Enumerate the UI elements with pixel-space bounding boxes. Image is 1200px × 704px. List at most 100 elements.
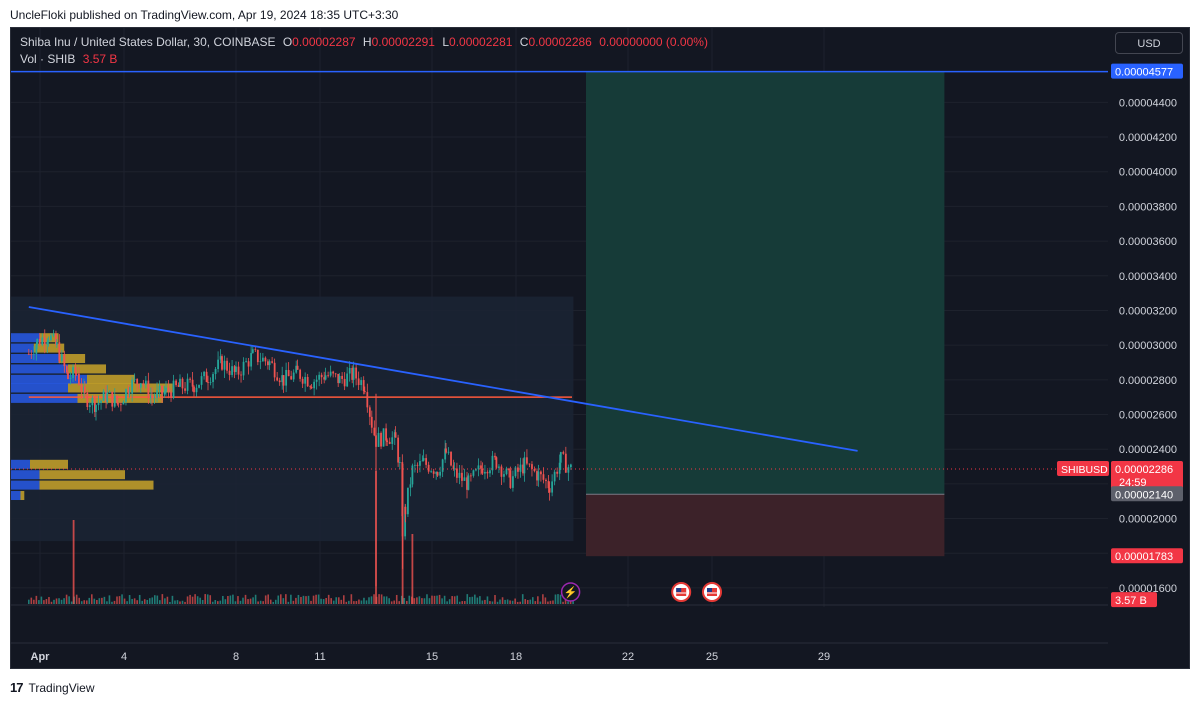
candle-body (453, 468, 456, 470)
candle-body (205, 371, 208, 383)
y-tick-label: 0.00002000 (1119, 514, 1177, 526)
volume-bar (249, 598, 252, 604)
candle-body (309, 386, 312, 388)
volume-bar (85, 600, 88, 604)
volume-bar (58, 598, 60, 604)
candle-body (388, 441, 391, 444)
lightning-icon[interactable] (560, 582, 581, 602)
volume-bar (370, 596, 373, 604)
price-axis-label: 0.00004577 (1115, 67, 1173, 79)
position-stop-zone[interactable] (586, 494, 945, 557)
volume-bar (35, 595, 38, 604)
y-tick-label: 0.00001600 (1119, 583, 1177, 595)
candle-body (373, 427, 376, 436)
tradingview-logo-icon: 17 (10, 680, 24, 695)
volume-bar (113, 600, 116, 604)
candle-body (108, 391, 111, 393)
candle-body (528, 463, 531, 465)
volume-bar (78, 597, 80, 604)
candle-body (494, 455, 496, 458)
countdown-label: 24:59 (1119, 477, 1147, 489)
candle-body (531, 464, 533, 470)
volume-bar (194, 594, 196, 604)
volume-bar (227, 596, 229, 604)
symbol-title[interactable]: Shiba Inu / United States Dollar, 30, CO… (20, 35, 276, 49)
candle-body (427, 464, 430, 472)
volume-profile-down-bar (30, 459, 68, 469)
volume-bar (33, 599, 35, 604)
candle-body (102, 391, 105, 401)
candle-body (58, 342, 61, 362)
candle-body (242, 361, 245, 376)
candle-body (117, 403, 120, 405)
volume-bar (335, 597, 338, 604)
candle-body (537, 471, 540, 481)
volume-bar (96, 600, 98, 604)
candle-body (370, 416, 373, 428)
volume-bar (348, 600, 350, 604)
candle-body (398, 462, 401, 463)
volume-bar (516, 601, 519, 604)
volume-bar (169, 601, 171, 604)
volume-bar (68, 596, 70, 604)
volume-bar (514, 598, 516, 604)
volume-spike-bar (401, 464, 404, 604)
candle-body (113, 395, 116, 407)
candle-body (179, 378, 181, 387)
volume-bar (267, 594, 269, 604)
volume-label[interactable]: Vol · SHIB (20, 52, 76, 66)
candle-body (93, 397, 96, 412)
volume-bar (148, 598, 151, 604)
volume-bar (315, 594, 317, 604)
candle-body (355, 367, 358, 379)
candle-body (366, 392, 369, 408)
volume-bar (496, 601, 499, 604)
volume-bar (552, 600, 554, 604)
candle-body (290, 376, 293, 380)
currency-button[interactable]: USD (1115, 32, 1183, 54)
volume-bar (526, 600, 529, 604)
candle-body (52, 333, 55, 336)
volume-bar (30, 597, 33, 604)
candle-body (193, 386, 195, 393)
candle-body (436, 472, 439, 476)
price-axis-label-bg (1111, 548, 1183, 564)
candle-body (264, 357, 267, 362)
candle-body (324, 375, 327, 380)
candle-body (536, 471, 538, 481)
volume-bar (458, 601, 461, 604)
volume-bar (83, 600, 86, 604)
volume-bar (300, 596, 302, 604)
candle-body (181, 378, 184, 389)
volume-bar (201, 599, 204, 604)
candle-body (43, 337, 46, 345)
position-target-zone[interactable] (586, 71, 945, 495)
candle-body (526, 457, 528, 464)
candle-body (422, 458, 425, 461)
volume-bar (287, 601, 290, 604)
y-tick-label: 0.00002600 (1119, 410, 1177, 422)
candle-body (394, 432, 397, 438)
volume-bar (219, 600, 222, 604)
candle-body (425, 458, 428, 465)
volume-profile-up-bar (11, 354, 59, 364)
candle-body (261, 357, 264, 362)
low-value: 0.00002281 (449, 35, 513, 49)
close-value: 0.00002286 (528, 35, 592, 49)
volume-bar (232, 594, 234, 604)
volume-bar (380, 594, 383, 604)
volume-bar (204, 594, 206, 604)
volume-profile-up-bar (11, 491, 21, 501)
volume-bar (428, 598, 431, 604)
y-tick-label: 0.00003400 (1119, 271, 1177, 283)
candle-body (203, 371, 205, 377)
y-tick-label: 0.00003200 (1119, 305, 1177, 317)
candle-body (445, 448, 447, 453)
volume-bar (222, 595, 224, 604)
price-axis-label: 0.00002286 (1115, 464, 1173, 476)
candle-body (156, 390, 158, 398)
footer-brand: 17 TradingView (10, 680, 95, 695)
descending-trendline[interactable] (28, 306, 858, 452)
candle-body (30, 353, 33, 355)
